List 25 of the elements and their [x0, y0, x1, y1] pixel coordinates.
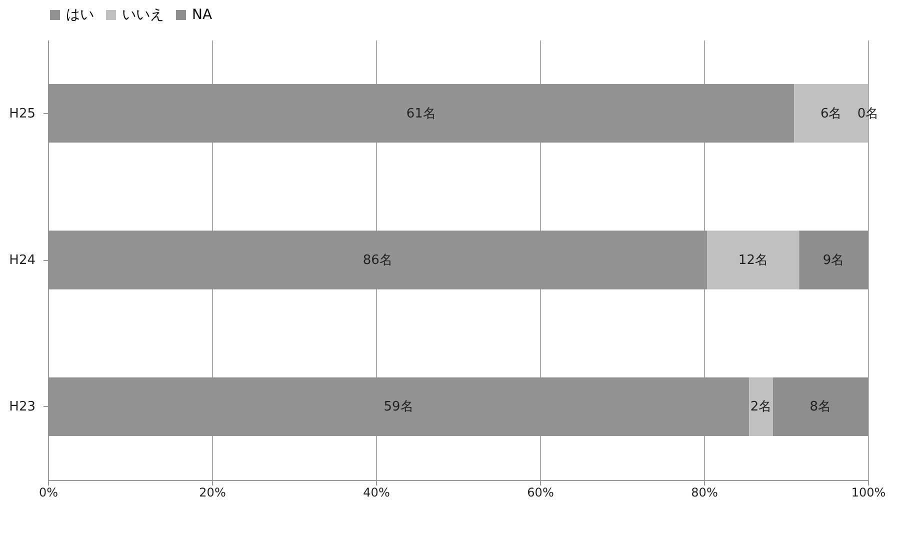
- legend-label: NA: [192, 7, 212, 23]
- x-tick-label: 80%: [691, 486, 718, 500]
- bar: [772, 377, 868, 436]
- x-tick-label: 40%: [363, 486, 390, 500]
- legend-label: いいえ: [122, 7, 164, 23]
- annotation: 2名: [750, 400, 772, 415]
- annotation: 61名: [406, 106, 436, 122]
- bar: [707, 230, 800, 290]
- annotation: 86名: [362, 253, 392, 268]
- y-tick-label: H24: [9, 253, 36, 268]
- x-tick-label: 0%: [38, 486, 58, 500]
- annotation: 12名: [738, 253, 768, 268]
- annotation: 9名: [822, 253, 844, 268]
- legend-label: はい: [66, 7, 94, 23]
- x-tick-label: 20%: [199, 486, 226, 500]
- annotation: 59名: [384, 400, 414, 415]
- annotation: 6名: [820, 106, 842, 122]
- bar: [799, 230, 868, 290]
- y-tick-label: H25: [9, 106, 36, 122]
- bar: [749, 377, 773, 436]
- annotation: 8名: [810, 400, 832, 415]
- x-tick-label: 100%: [851, 486, 886, 500]
- y-tick-label: H23: [9, 400, 36, 415]
- x-tick-label: 60%: [527, 486, 554, 500]
- annotation: 0名: [857, 106, 879, 122]
